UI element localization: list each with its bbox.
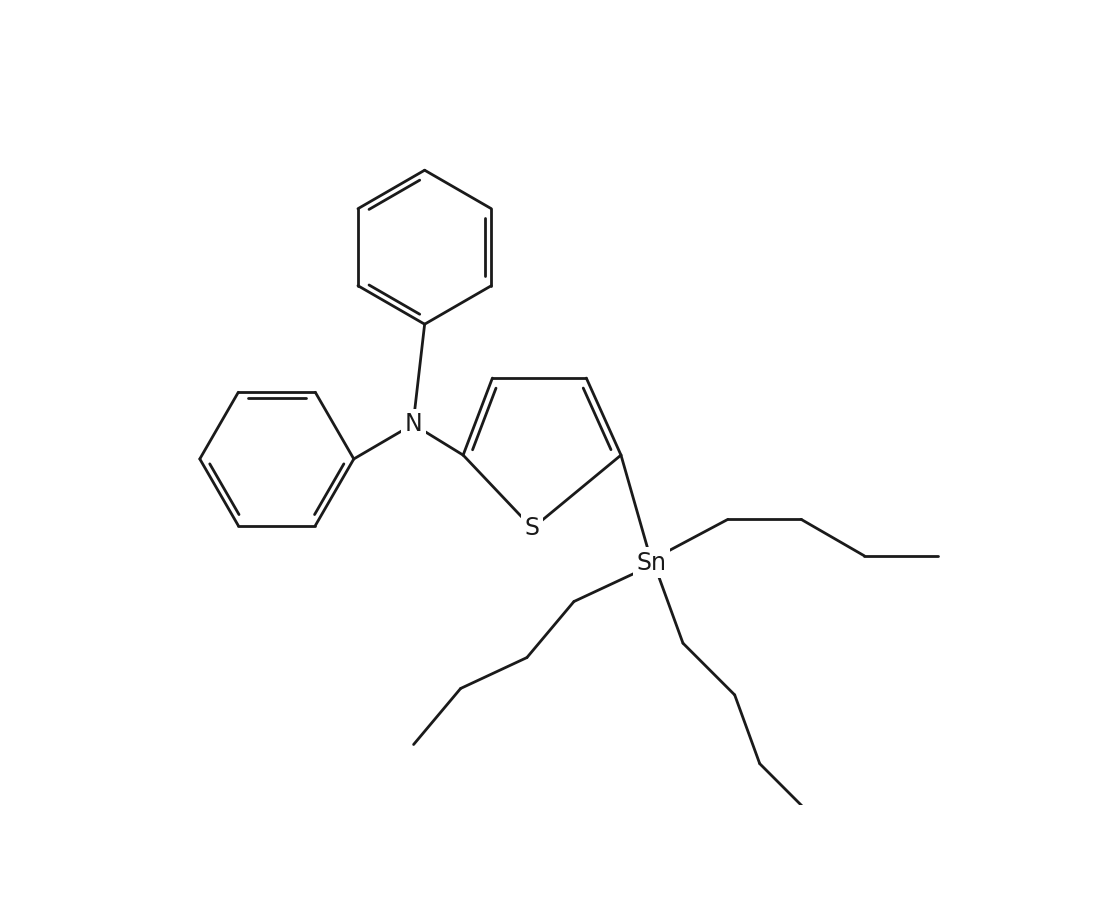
- Text: N: N: [404, 413, 422, 436]
- Text: Sn: Sn: [637, 551, 666, 575]
- Text: S: S: [525, 516, 540, 540]
